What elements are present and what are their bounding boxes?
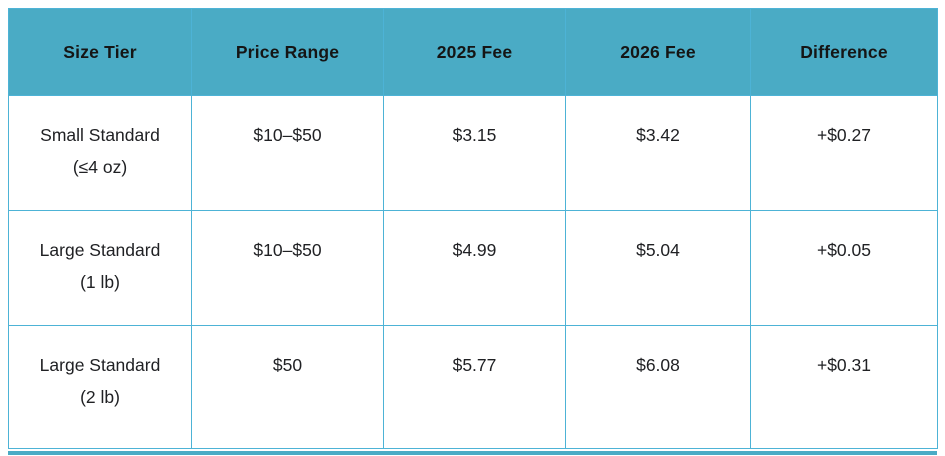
table-row: Small Standard (≤4 oz) $10–$50 $3.15 $3.… bbox=[8, 95, 938, 211]
size-tier-weight: (2 lb) bbox=[80, 387, 120, 407]
cell-2026-fee: $3.42 bbox=[565, 95, 751, 211]
column-header-difference: Difference bbox=[750, 8, 938, 96]
column-header-price-range: Price Range bbox=[191, 8, 384, 96]
cell-difference: +$0.27 bbox=[750, 95, 938, 211]
cell-price-range: $50 bbox=[191, 325, 384, 449]
table-row: Large Standard (1 lb) $10–$50 $4.99 $5.0… bbox=[8, 210, 938, 326]
size-tier-weight: (1 lb) bbox=[80, 272, 120, 292]
cell-price-range: $10–$50 bbox=[191, 95, 384, 211]
next-section-teal-strip bbox=[8, 451, 937, 455]
cell-2026-fee: $5.04 bbox=[565, 210, 751, 326]
cell-size-tier: Large Standard (1 lb) bbox=[8, 210, 192, 326]
size-tier-weight: (≤4 oz) bbox=[72, 157, 128, 177]
size-tier-name: Large Standard bbox=[39, 240, 161, 260]
cell-size-tier: Small Standard (≤4 oz) bbox=[8, 95, 192, 211]
table-row: Large Standard (2 lb) $50 $5.77 $6.08 +$… bbox=[8, 325, 938, 449]
cell-difference: +$0.31 bbox=[750, 325, 938, 449]
size-tier-name: Small Standard bbox=[40, 125, 160, 145]
column-header-size-tier: Size Tier bbox=[8, 8, 192, 96]
cell-difference: +$0.05 bbox=[750, 210, 938, 326]
column-header-2026-fee: 2026 Fee bbox=[565, 8, 751, 96]
cell-size-tier: Large Standard (2 lb) bbox=[8, 325, 192, 449]
fee-comparison-table: Size Tier Price Range 2025 Fee 2026 Fee … bbox=[8, 8, 938, 449]
cell-price-range: $10–$50 bbox=[191, 210, 384, 326]
cell-2025-fee: $3.15 bbox=[383, 95, 566, 211]
cell-2026-fee: $6.08 bbox=[565, 325, 751, 449]
cell-2025-fee: $5.77 bbox=[383, 325, 566, 449]
table-header-row: Size Tier Price Range 2025 Fee 2026 Fee … bbox=[8, 8, 938, 96]
column-header-2025-fee: 2025 Fee bbox=[383, 8, 566, 96]
cell-2025-fee: $4.99 bbox=[383, 210, 566, 326]
size-tier-name: Large Standard bbox=[39, 355, 161, 375]
